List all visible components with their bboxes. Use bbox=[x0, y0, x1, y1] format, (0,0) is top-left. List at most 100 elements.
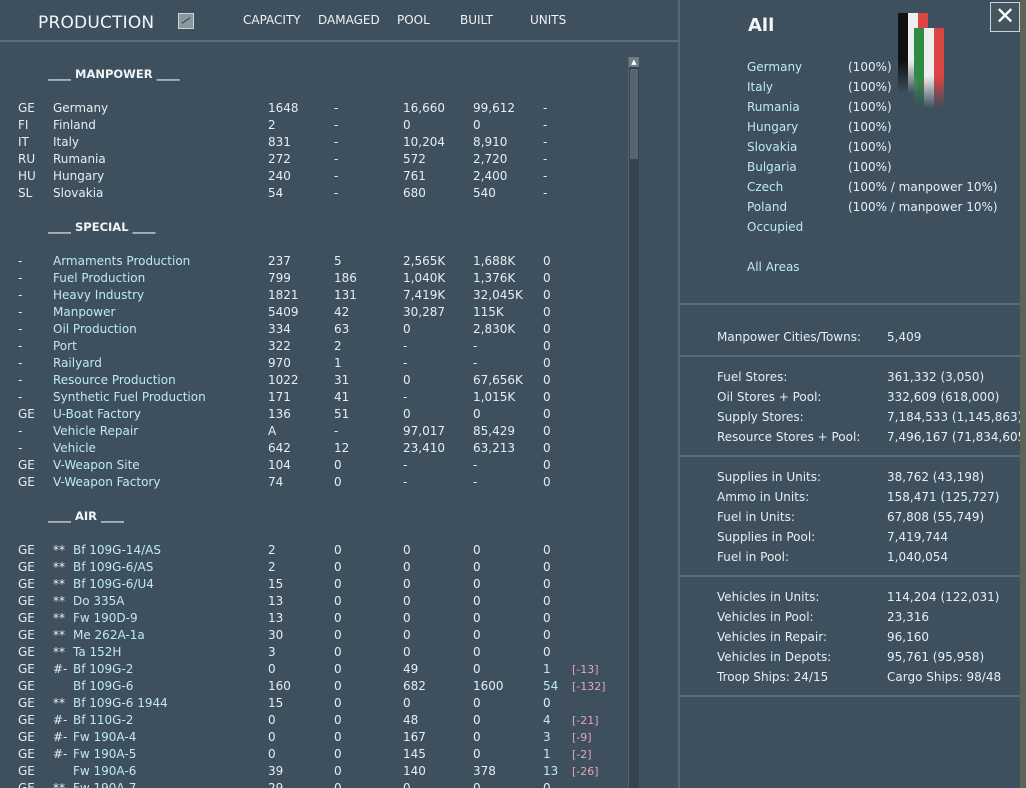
table-row[interactable]: - Vehicle 642 12 23,410 63,213 0 bbox=[0, 440, 628, 457]
table-row[interactable]: - Oil Production 334 63 0 2,830K 0 bbox=[0, 321, 628, 338]
status-prefix: ** bbox=[53, 594, 65, 608]
table-row[interactable]: HU Hungary 240 - 761 2,400 - bbox=[0, 168, 628, 185]
table-row[interactable]: GE ** Bf 109G-14/AS 2 0 0 0 0 bbox=[0, 542, 628, 559]
item-name[interactable]: Bf 110G-2 bbox=[73, 713, 134, 727]
damaged-value: 0 bbox=[334, 577, 342, 591]
column-header-damaged[interactable]: DAMAGED bbox=[318, 13, 380, 27]
table-row[interactable]: RU Rumania 272 - 572 2,720 - bbox=[0, 151, 628, 168]
table-row[interactable]: GE U-Boat Factory 136 51 0 0 0 bbox=[0, 406, 628, 423]
nation-code: GE bbox=[18, 747, 35, 761]
item-name[interactable]: Port bbox=[53, 339, 77, 353]
table-row[interactable]: - Armaments Production 237 5 2,565K 1,688K 0 bbox=[0, 253, 628, 270]
item-name[interactable]: Armaments Production bbox=[53, 254, 191, 268]
item-name[interactable]: Fw 190A-4 bbox=[73, 730, 137, 744]
item-name[interactable]: Oil Production bbox=[53, 322, 137, 336]
chart-icon[interactable] bbox=[178, 13, 194, 29]
table-row[interactable]: GE Germany 1648 - 16,660 99,612 - bbox=[0, 100, 628, 117]
item-name[interactable]: Manpower bbox=[53, 305, 116, 319]
item-name[interactable]: Fw 190A-7 bbox=[73, 781, 137, 788]
nation-link[interactable]: Poland bbox=[747, 200, 788, 214]
nation-link[interactable]: Germany bbox=[747, 60, 803, 74]
table-row[interactable]: GE ** Me 262A-1a 30 0 0 0 0 bbox=[0, 627, 628, 644]
column-header-capacity[interactable]: CAPACITY bbox=[243, 13, 301, 27]
item-name[interactable]: Bf 109G-14/AS bbox=[73, 543, 161, 557]
section-heading: ____ MANPOWER ____ bbox=[0, 66, 628, 83]
item-name[interactable]: Vehicle Repair bbox=[53, 424, 139, 438]
table-row[interactable]: GE V-Weapon Factory 74 0 - - 0 bbox=[0, 474, 628, 491]
table-row[interactable]: GE #- Bf 109G-2 0 0 49 0 1 [-13] bbox=[0, 661, 628, 678]
item-name[interactable]: Synthetic Fuel Production bbox=[53, 390, 206, 404]
item-name[interactable]: U-Boat Factory bbox=[53, 407, 141, 421]
nation-link[interactable]: Italy bbox=[747, 80, 774, 94]
item-name[interactable]: Fw 190A-5 bbox=[73, 747, 137, 761]
column-header-built[interactable]: BUILT bbox=[460, 13, 493, 27]
stat-label: Supplies in Pool: bbox=[717, 530, 816, 544]
item-name[interactable]: Do 335A bbox=[73, 594, 125, 608]
item-name[interactable]: Vehicle bbox=[53, 441, 96, 455]
pool-value: 1,040K bbox=[403, 271, 446, 285]
table-row[interactable]: GE ** Bf 109G-6 1944 15 0 0 0 0 bbox=[0, 695, 628, 712]
table-row[interactable]: GE V-Weapon Site 104 0 - - 0 bbox=[0, 457, 628, 474]
item-name[interactable]: Heavy Industry bbox=[53, 288, 145, 302]
nation-code: RU bbox=[18, 152, 36, 166]
table-row[interactable]: - Vehicle Repair A - 97,017 85,429 0 bbox=[0, 423, 628, 440]
table-row[interactable]: GE ** Do 335A 13 0 0 0 0 bbox=[0, 593, 628, 610]
table-row[interactable]: GE #- Bf 110G-2 0 0 48 0 4 [-21] bbox=[0, 712, 628, 729]
nation-code: - bbox=[18, 356, 23, 370]
table-row[interactable]: - Manpower 5409 42 30,287 115K 0 bbox=[0, 304, 628, 321]
close-button[interactable]: ✕ bbox=[990, 2, 1020, 32]
table-row[interactable]: - Synthetic Fuel Production 171 41 - 1,015K 0 bbox=[0, 389, 628, 406]
item-name[interactable]: Bf 109G-2 bbox=[73, 662, 134, 676]
column-header-pool[interactable]: POOL bbox=[397, 13, 430, 27]
damaged-value: 12 bbox=[334, 441, 350, 455]
scrollbar-thumb[interactable] bbox=[630, 69, 638, 159]
units-value: 0 bbox=[543, 543, 551, 557]
nation-link[interactable]: Hungary bbox=[747, 120, 799, 134]
table-row[interactable]: - Heavy Industry 1821 131 7,419K 32,045K 0 bbox=[0, 287, 628, 304]
item-name[interactable]: V-Weapon Factory bbox=[53, 475, 161, 489]
item-name[interactable]: Railyard bbox=[53, 356, 102, 370]
item-name[interactable]: Fuel Production bbox=[53, 271, 146, 285]
scrollbar[interactable]: ▲ bbox=[628, 57, 639, 788]
pool-value: 97,017 bbox=[403, 424, 445, 438]
table-row[interactable]: SL Slovakia 54 - 680 540 - bbox=[0, 185, 628, 202]
nation-code: IT bbox=[18, 135, 29, 149]
table-row[interactable]: GE #- Fw 190A-5 0 0 145 0 1 [-2] bbox=[0, 746, 628, 763]
table-row[interactable]: GE #- Fw 190A-4 0 0 167 0 3 [-9] bbox=[0, 729, 628, 746]
nation-link[interactable]: Bulgaria bbox=[747, 160, 797, 174]
item-name[interactable]: Me 262A-1a bbox=[73, 628, 145, 642]
table-row[interactable]: GE Bf 109G-6 160 0 682 1600 54 [-132] bbox=[0, 678, 628, 695]
item-name[interactable]: Bf 109G-6/AS bbox=[73, 560, 154, 574]
item-name[interactable]: Bf 109G-6 1944 bbox=[73, 696, 168, 710]
item-name[interactable]: Fw 190D-9 bbox=[73, 611, 138, 625]
table-row[interactable]: - Resource Production 1022 31 0 67,656K 0 bbox=[0, 372, 628, 389]
column-header-units[interactable]: UNITS bbox=[530, 13, 567, 27]
nation-code: - bbox=[18, 322, 23, 336]
table-row[interactable]: GE ** Bf 109G-6/AS 2 0 0 0 0 bbox=[0, 559, 628, 576]
table-row[interactable]: GE ** Fw 190A-7 29 0 0 0 0 bbox=[0, 780, 628, 788]
nation-link[interactable]: Occupied bbox=[747, 220, 804, 234]
item-name[interactable]: Fw 190A-6 bbox=[73, 764, 137, 778]
table-row[interactable]: - Fuel Production 799 186 1,040K 1,376K 0 bbox=[0, 270, 628, 287]
nation-link[interactable]: Rumania bbox=[747, 100, 800, 114]
damaged-value: 0 bbox=[334, 662, 342, 676]
item-name[interactable]: Bf 109G-6 bbox=[73, 679, 134, 693]
item-name[interactable]: Bf 109G-6/U4 bbox=[73, 577, 154, 591]
table-row[interactable]: IT Italy 831 - 10,204 8,910 - bbox=[0, 134, 628, 151]
nation-link[interactable]: Slovakia bbox=[747, 140, 798, 154]
scroll-up-arrow-icon[interactable]: ▲ bbox=[629, 57, 639, 67]
nation-code: - bbox=[18, 424, 23, 438]
table-row[interactable]: - Railyard 970 1 - - 0 bbox=[0, 355, 628, 372]
table-row[interactable]: FI Finland 2 - 0 0 - bbox=[0, 117, 628, 134]
item-name[interactable]: V-Weapon Site bbox=[53, 458, 140, 472]
item-name[interactable]: Resource Production bbox=[53, 373, 176, 387]
nation-link[interactable]: Czech bbox=[747, 180, 784, 194]
all-areas-link[interactable]: All Areas bbox=[747, 260, 800, 274]
table-row[interactable]: GE ** Fw 190D-9 13 0 0 0 0 bbox=[0, 610, 628, 627]
table-row[interactable]: GE ** Ta 152H 3 0 0 0 0 bbox=[0, 644, 628, 661]
table-row[interactable]: GE Fw 190A-6 39 0 140 378 13 [-26] bbox=[0, 763, 628, 780]
item-name[interactable]: Ta 152H bbox=[73, 645, 122, 659]
table-row[interactable]: GE ** Bf 109G-6/U4 15 0 0 0 0 bbox=[0, 576, 628, 593]
section-heading: ____ AIR ____ bbox=[0, 508, 628, 525]
table-row[interactable]: - Port 322 2 - - 0 bbox=[0, 338, 628, 355]
